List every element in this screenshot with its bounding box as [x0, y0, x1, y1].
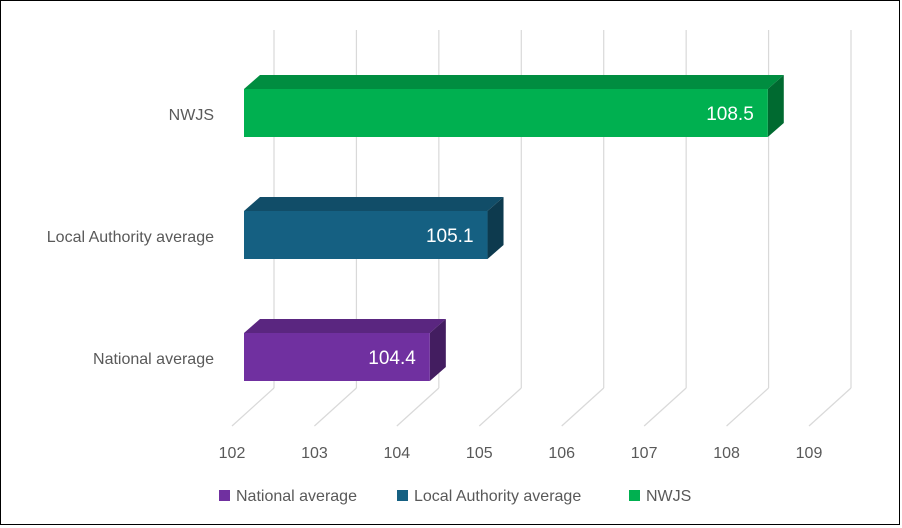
data-label: 105.1	[426, 226, 474, 247]
x-tick-label: 106	[548, 445, 575, 462]
x-axis-ticks: 102 103 104 105 106 107 108 109	[219, 445, 823, 462]
floor-gridline	[314, 387, 357, 427]
x-tick-label: 109	[796, 445, 823, 462]
x-tick-label: 104	[384, 445, 411, 462]
bars: 104.4 105.1 108.5	[244, 75, 784, 381]
x-tick-label: 107	[631, 445, 658, 462]
floor-gridline	[561, 387, 605, 427]
category-label: NWJS	[169, 107, 214, 124]
legend-swatch	[397, 490, 408, 501]
bar-top-face	[244, 319, 446, 333]
bar: 104.4	[244, 319, 446, 381]
category-label: Local Authority average	[47, 229, 214, 246]
legend-swatch	[219, 490, 230, 501]
floor-gridline	[396, 387, 440, 427]
bar-front-face	[244, 89, 768, 137]
x-tick-label: 108	[713, 445, 740, 462]
category-labels: National average Local Authority average N…	[47, 107, 214, 368]
legend-item: NWJS	[629, 488, 691, 505]
bar: 105.1	[244, 197, 504, 259]
legend-swatch	[629, 490, 640, 501]
bar-side-face	[429, 319, 446, 381]
x-tick-label: 103	[301, 445, 328, 462]
legend: National average Local Authority average N…	[219, 488, 691, 505]
legend-label: NWJS	[646, 488, 691, 505]
bar-side-face	[767, 75, 784, 137]
bar-side-face	[487, 197, 504, 259]
floor-gridline	[643, 387, 687, 427]
legend-label: National average	[236, 488, 357, 505]
bar-front-face	[244, 333, 430, 381]
bar-top-face	[244, 75, 784, 89]
x-tick-label: 102	[219, 445, 246, 462]
legend-label: Local Authority average	[414, 488, 581, 505]
data-label: 108.5	[706, 104, 754, 125]
x-tick-label: 105	[466, 445, 493, 462]
floor-gridline	[808, 387, 852, 427]
legend-item: National average	[219, 488, 357, 505]
bar-top-face	[244, 197, 504, 211]
floor-gridline	[726, 387, 769, 427]
category-label: National average	[93, 351, 214, 368]
legend-item: Local Authority average	[397, 488, 581, 505]
floor-gridline	[231, 387, 275, 427]
bar-front-face	[244, 211, 488, 259]
floor-gridline	[478, 387, 522, 427]
bar: 108.5	[244, 75, 784, 137]
data-label: 104.4	[368, 348, 416, 369]
